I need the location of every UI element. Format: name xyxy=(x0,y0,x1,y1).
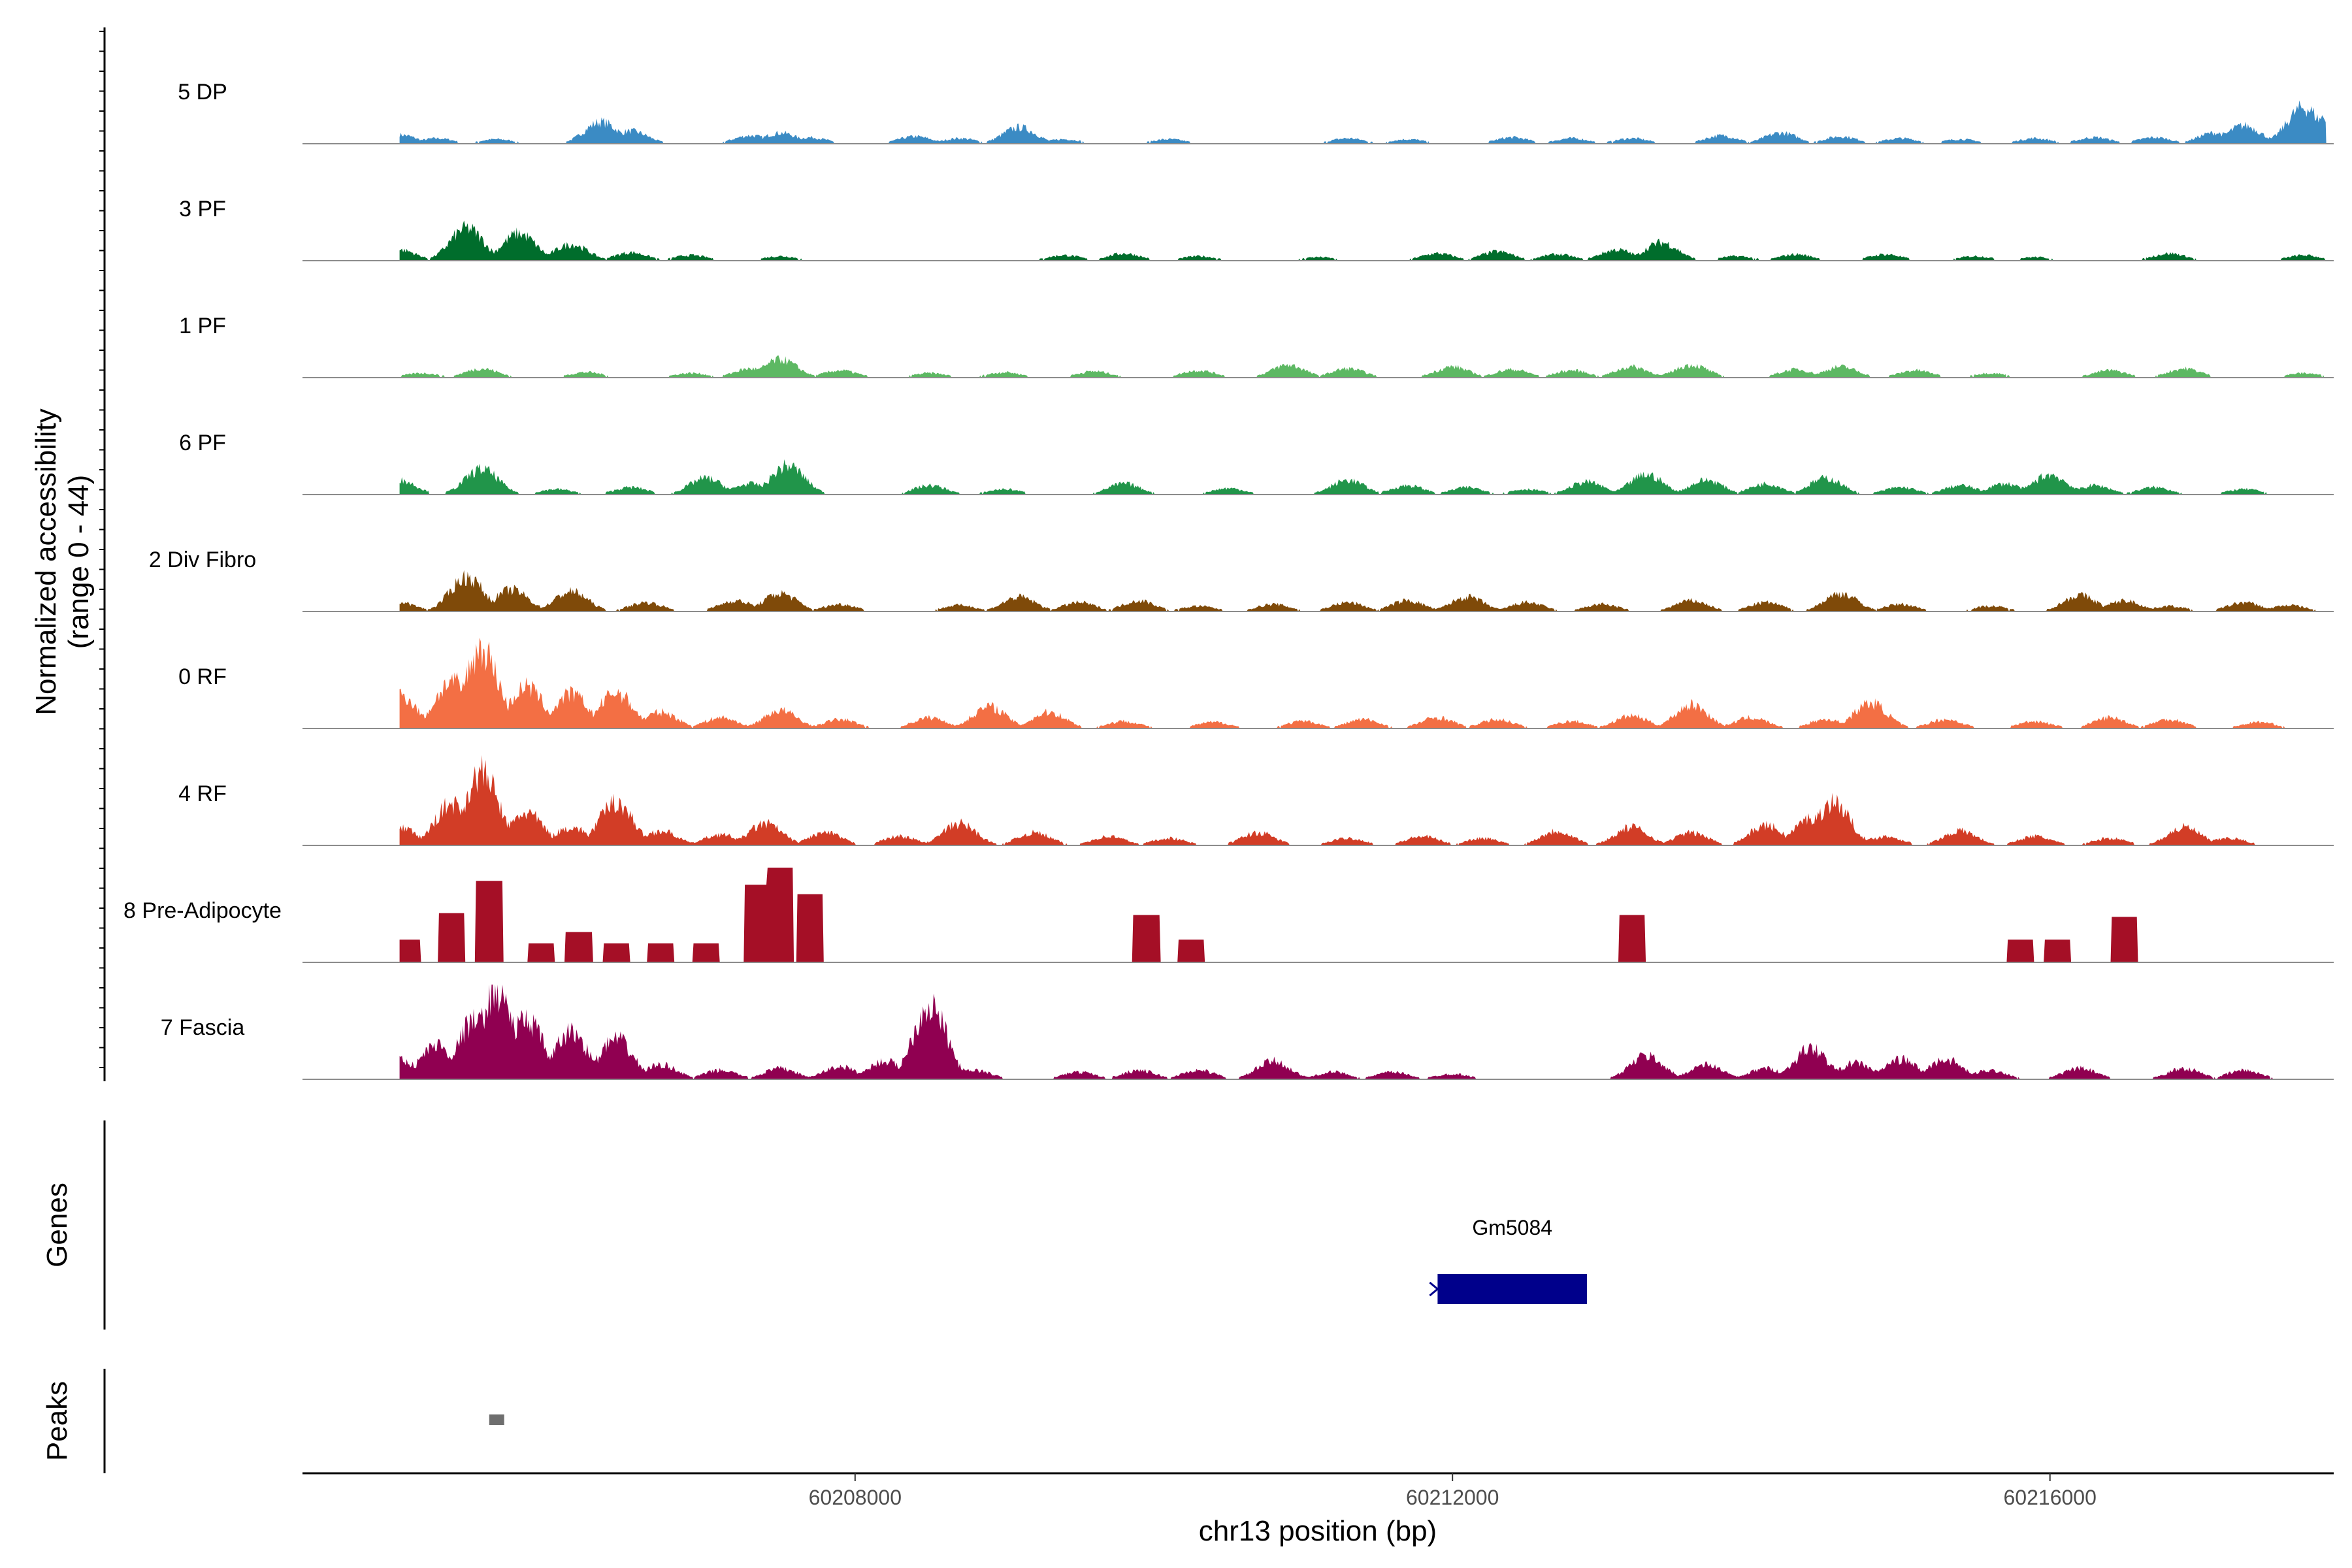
track-6-pf: 6 PF xyxy=(179,431,2334,495)
y-axis-title-line1: Normalized accessibility xyxy=(30,408,62,715)
track-7-fascia: 7 Fascia xyxy=(161,985,2334,1080)
coverage-area xyxy=(399,985,2327,1079)
y-axis-title-line2: (range 0 - 44) xyxy=(63,475,95,649)
coverage-tracks: 5 DP 3 PF 1 PF 6 PF 2 Div Fibro 0 RF 4 RF 8 Pre… xyxy=(123,80,2334,1080)
x-axis-title: chr13 position (bp) xyxy=(1199,1515,1437,1547)
coverage-area xyxy=(399,355,2327,378)
coverage-y-axis-ticks xyxy=(99,31,105,1068)
gene-annotations: Gm5084 xyxy=(1429,1216,1587,1304)
track-label: 6 PF xyxy=(179,431,226,455)
track-label: 8 Pre-Adipocyte xyxy=(123,898,282,923)
track-8-pre-adipocyte: 8 Pre-Adipocyte xyxy=(123,868,2334,963)
coverage-area xyxy=(399,459,2327,495)
coverage-area xyxy=(399,868,2327,962)
y-axis-title: Normalized accessibility (range 0 - 44) xyxy=(30,408,95,715)
genes-panel: Genes Gm5084 xyxy=(41,1120,1587,1330)
gene-gm5084: Gm5084 xyxy=(1429,1216,1587,1304)
coverage-area xyxy=(399,755,2327,845)
x-tick-label: 60208000 xyxy=(809,1486,902,1509)
coverage-area xyxy=(399,220,2327,261)
gene-body xyxy=(1437,1274,1587,1304)
x-tick-label: 60212000 xyxy=(1406,1486,1499,1509)
gene-label: Gm5084 xyxy=(1472,1216,1552,1239)
track-0-rf: 0 RF xyxy=(178,638,2334,729)
coverage-area xyxy=(399,100,2327,144)
track-label: 5 DP xyxy=(178,80,227,105)
x-axis: 60208000 60212000 60216000 chr13 position … xyxy=(302,1472,2334,1547)
x-axis-ticks: 60208000 60212000 60216000 xyxy=(809,1473,2097,1509)
peak-marks xyxy=(489,1414,504,1425)
track-label: 3 PF xyxy=(179,197,226,221)
peaks-panel-label: Peaks xyxy=(41,1381,73,1461)
peaks-panel: Peaks xyxy=(41,1369,504,1473)
track-1-pf: 1 PF xyxy=(179,314,2334,378)
coverage-area xyxy=(399,638,2327,728)
track-4-rf: 4 RF xyxy=(178,755,2334,846)
coverage-area xyxy=(399,570,2327,612)
track-label: 2 Div Fibro xyxy=(149,547,256,572)
track-label: 0 RF xyxy=(178,664,227,689)
x-tick-label: 60216000 xyxy=(2004,1486,2097,1509)
track-label: 4 RF xyxy=(178,781,227,806)
genes-panel-label: Genes xyxy=(41,1183,73,1267)
track-2-div-fibro: 2 Div Fibro xyxy=(149,547,2334,612)
strand-marker xyxy=(1429,1281,1439,1297)
track-label: 7 Fascia xyxy=(161,1015,245,1040)
track-5-dp: 5 DP xyxy=(178,80,2334,144)
peak-mark xyxy=(489,1414,504,1425)
track-label: 1 PF xyxy=(179,314,226,338)
track-3-pf: 3 PF xyxy=(179,197,2334,261)
